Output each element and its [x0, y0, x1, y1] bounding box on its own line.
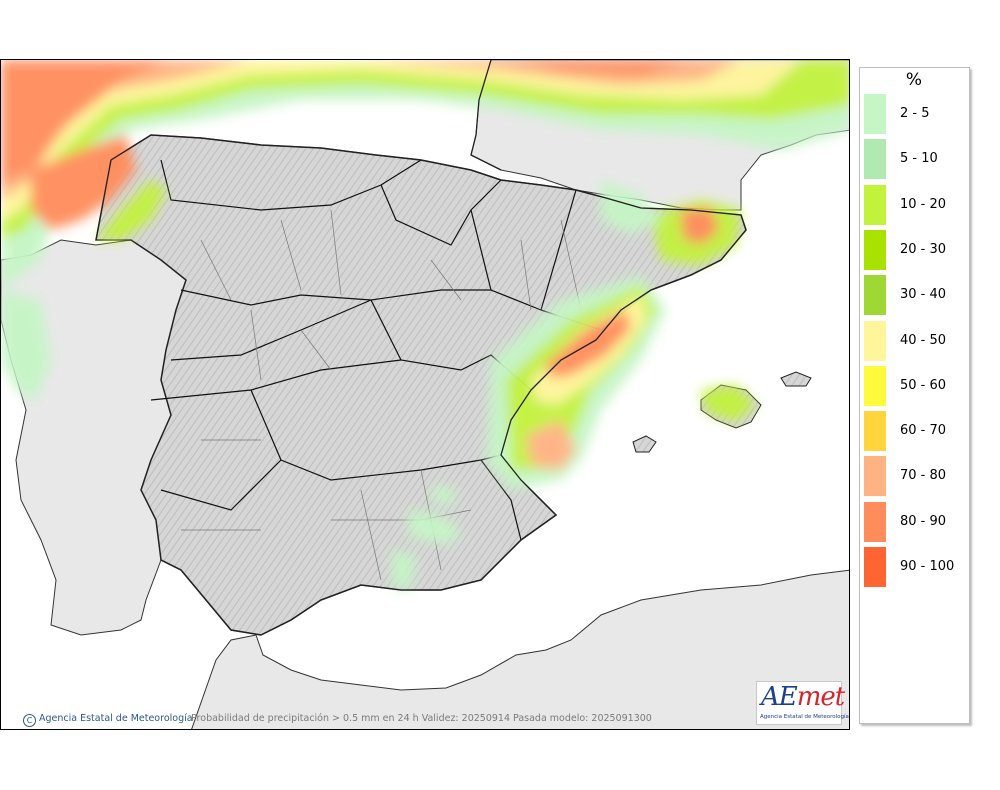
legend-swatch — [864, 547, 886, 587]
legend-swatch — [864, 229, 886, 270]
legend-item: 90 - 100 — [864, 547, 968, 589]
legend-item: 5 - 10 — [864, 139, 968, 181]
legend-swatch — [864, 411, 886, 452]
aemet-logo: AEmet Agencia Estatal de Meteorología — [756, 681, 849, 725]
legend-label: 80 - 90 — [900, 513, 947, 529]
legend-unit: % — [905, 70, 923, 90]
legend-label: 90 - 100 — [900, 559, 955, 574]
agency-credit: C Agencia Estatal de Meteorología — [23, 713, 193, 727]
ibiza-island — [632, 435, 657, 453]
legend-swatch — [864, 184, 886, 225]
legend-item: 40 - 50 — [864, 320, 968, 363]
probability-overlay — [1, 60, 849, 590]
legend-swatch — [864, 365, 886, 406]
legend-label: 2 - 5 — [900, 106, 930, 121]
map-canvas — [1, 60, 849, 729]
north-africa-land — [191, 569, 849, 729]
legend-item: 20 - 30 — [864, 229, 968, 272]
legend-label: 40 - 50 — [900, 332, 947, 348]
legend-swatch — [864, 139, 886, 180]
map-caption: Probabilidad de precipitación > 0.5 mm e… — [191, 713, 652, 724]
legend-item: 2 - 5 — [864, 94, 968, 136]
legend-swatch — [864, 275, 886, 316]
legend-swatch — [864, 320, 886, 361]
logo-ae: AE — [761, 682, 798, 712]
legend-label: 70 - 80 — [900, 468, 947, 484]
legend-item: 10 - 20 — [864, 184, 968, 227]
legend-label: 30 - 40 — [900, 287, 947, 303]
agency-credit-text: Agencia Estatal de Meteorología — [39, 713, 193, 724]
legend-label: 60 - 70 — [900, 423, 947, 439]
probability-legend: % 2 - 5 5 - 10 10 - 20 20 - 30 30 - 40 40 - 5… — [859, 67, 970, 724]
legend-label: 50 - 60 — [900, 377, 947, 393]
legend-item: 50 - 60 — [864, 365, 968, 408]
legend-item: 60 - 70 — [864, 411, 968, 453]
spain-coastline — [95, 134, 747, 636]
aemet-logo-wordmark: AEmet — [761, 682, 845, 712]
legend-item: 80 - 90 — [864, 501, 968, 544]
legend-item: 70 - 80 — [864, 456, 968, 498]
legend-swatch — [864, 456, 886, 497]
legend-swatch — [864, 501, 886, 542]
legend-label: 20 - 30 — [900, 241, 947, 257]
logo-met: met — [796, 682, 845, 712]
precipitation-probability-map: C Agencia Estatal de Meteorología Probabi… — [0, 59, 850, 730]
aemet-logo-subtitle: Agencia Estatal de Meteorología — [760, 714, 849, 720]
france-spain-border — [470, 60, 502, 171]
region-borders — [150, 159, 652, 541]
menorca-island — [780, 371, 812, 387]
copyright-icon: C — [23, 714, 36, 727]
legend-item: 30 - 40 — [864, 275, 968, 317]
legend-label: 10 - 20 — [900, 196, 947, 212]
legend-label: 5 - 10 — [900, 151, 938, 167]
legend-swatch — [864, 94, 886, 134]
